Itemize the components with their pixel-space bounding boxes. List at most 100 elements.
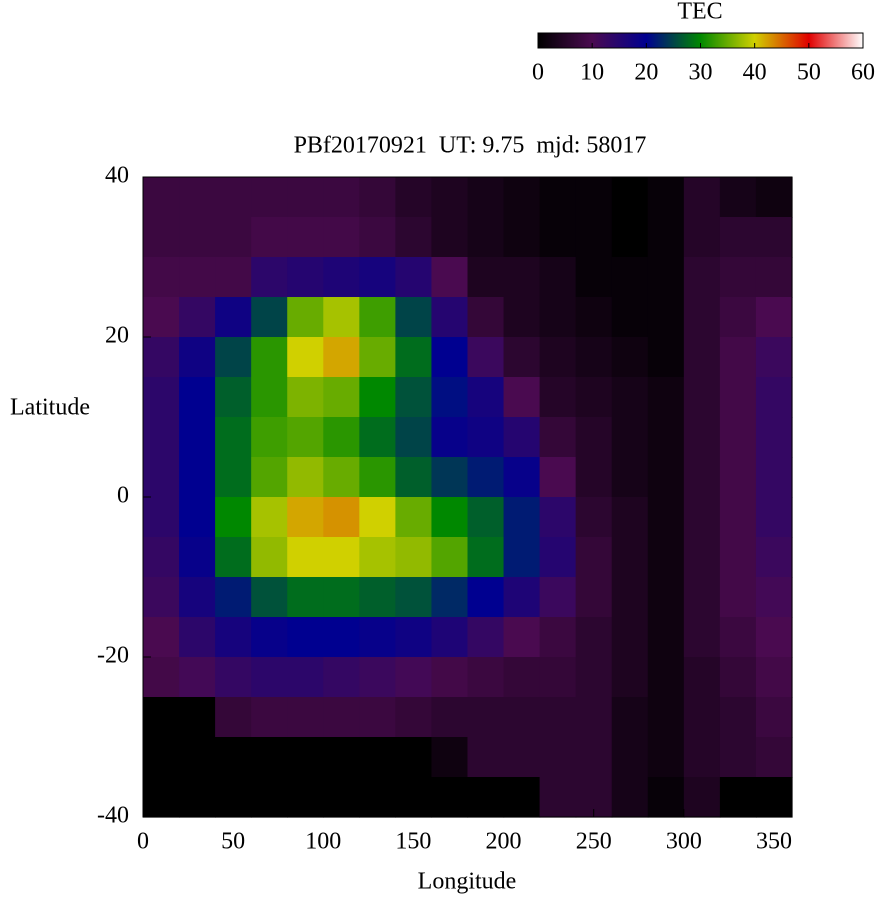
heatmap-cell: [287, 257, 324, 298]
heatmap-cell: [539, 377, 577, 418]
heatmap-cell: [611, 377, 649, 418]
heatmap-cell: [179, 217, 216, 258]
heatmap-cell: [143, 497, 180, 538]
heatmap-cell: [539, 177, 577, 218]
heatmap-cell: [719, 657, 757, 698]
heatmap-cell: [287, 537, 324, 578]
heatmap: [143, 177, 793, 818]
heatmap-cell: [251, 257, 288, 298]
heatmap-cell: [143, 417, 180, 458]
colorbar-tick-label: 0: [532, 60, 544, 86]
heatmap-cell: [683, 577, 721, 618]
heatmap-cell: [179, 537, 216, 578]
heatmap-cell: [575, 577, 613, 618]
heatmap-cell: [359, 377, 396, 418]
heatmap-cell: [647, 217, 685, 258]
heatmap-cell: [215, 217, 252, 258]
heatmap-cell: [431, 577, 469, 618]
heatmap-cell: [611, 217, 649, 258]
heatmap-cell: [575, 737, 613, 778]
heatmap-cell: [539, 297, 577, 338]
heatmap-cell: [755, 297, 793, 338]
heatmap-cell: [467, 577, 505, 618]
heatmap-cell: [503, 217, 541, 258]
heatmap-cell: [215, 417, 252, 458]
heatmap-cell: [755, 577, 793, 618]
heatmap-cell: [251, 337, 288, 378]
heatmap-cell: [395, 177, 433, 218]
heatmap-cell: [359, 217, 396, 258]
heatmap-cell: [647, 697, 685, 738]
heatmap-cell: [683, 457, 721, 498]
chart-title: PBf20170921 UT: 9.75 mjd: 58017: [294, 133, 647, 159]
heatmap-cell: [323, 657, 360, 698]
heatmap-cell: [323, 417, 360, 458]
heatmap-cell: [287, 297, 324, 338]
heatmap-cell: [251, 657, 288, 698]
heatmap-cell: [503, 657, 541, 698]
heatmap-cell: [179, 497, 216, 538]
heatmap-cell: [359, 297, 396, 338]
heatmap-cell: [251, 417, 288, 458]
heatmap-cell: [143, 217, 180, 258]
heatmap-cell: [755, 417, 793, 458]
heatmap-cell: [359, 417, 396, 458]
heatmap-cell: [287, 577, 324, 618]
heatmap-cell: [719, 617, 757, 658]
heatmap-cell: [179, 377, 216, 418]
heatmap-cell: [539, 497, 577, 538]
heatmap-cell: [395, 417, 433, 458]
heatmap-cell: [683, 257, 721, 298]
heatmap-cell: [215, 297, 252, 338]
heatmap-cell: [647, 537, 685, 578]
heatmap-cell: [179, 777, 216, 818]
heatmap-cell: [323, 457, 360, 498]
heatmap-cell: [503, 457, 541, 498]
heatmap-cell: [395, 537, 433, 578]
heatmap-cell: [611, 337, 649, 378]
heatmap-cell: [431, 657, 469, 698]
heatmap-cell: [719, 457, 757, 498]
x-tick-label: 350: [756, 829, 792, 855]
y-tick-label: 40: [105, 163, 129, 189]
heatmap-cell: [719, 577, 757, 618]
heatmap-cell: [323, 777, 360, 818]
heatmap-cell: [251, 177, 288, 218]
heatmap-cell: [647, 297, 685, 338]
heatmap-cell: [359, 777, 396, 818]
heatmap-cell: [719, 337, 757, 378]
heatmap-cell: [431, 177, 469, 218]
heatmap-cell: [575, 217, 613, 258]
heatmap-cell: [719, 297, 757, 338]
heatmap-cell: [611, 657, 649, 698]
heatmap-cell: [215, 337, 252, 378]
heatmap-cell: [323, 257, 360, 298]
heatmap-cell: [179, 177, 216, 218]
heatmap-cell: [539, 737, 577, 778]
heatmap-cell: [647, 177, 685, 218]
heatmap-cell: [503, 337, 541, 378]
heatmap-cell: [755, 457, 793, 498]
heatmap-cell: [287, 777, 324, 818]
heatmap-cell: [647, 337, 685, 378]
heatmap-cell: [611, 297, 649, 338]
colorbar-label: TEC: [677, 0, 722, 25]
heatmap-cell: [179, 737, 216, 778]
heatmap-cell: [503, 777, 541, 818]
heatmap-cell: [323, 337, 360, 378]
heatmap-cell: [251, 777, 288, 818]
heatmap-cell: [179, 657, 216, 698]
heatmap-cell: [179, 697, 216, 738]
heatmap-cell: [575, 257, 613, 298]
heatmap-cell: [251, 577, 288, 618]
heatmap-cell: [287, 497, 324, 538]
heatmap-cell: [143, 337, 180, 378]
heatmap-cell: [359, 337, 396, 378]
heatmap-cell: [539, 577, 577, 618]
heatmap-cell: [467, 457, 505, 498]
heatmap-cell: [395, 697, 433, 738]
x-axis-label: Longitude: [418, 869, 517, 895]
heatmap-cell: [719, 257, 757, 298]
y-tick-label: 20: [105, 323, 129, 349]
heatmap-cell: [683, 177, 721, 218]
